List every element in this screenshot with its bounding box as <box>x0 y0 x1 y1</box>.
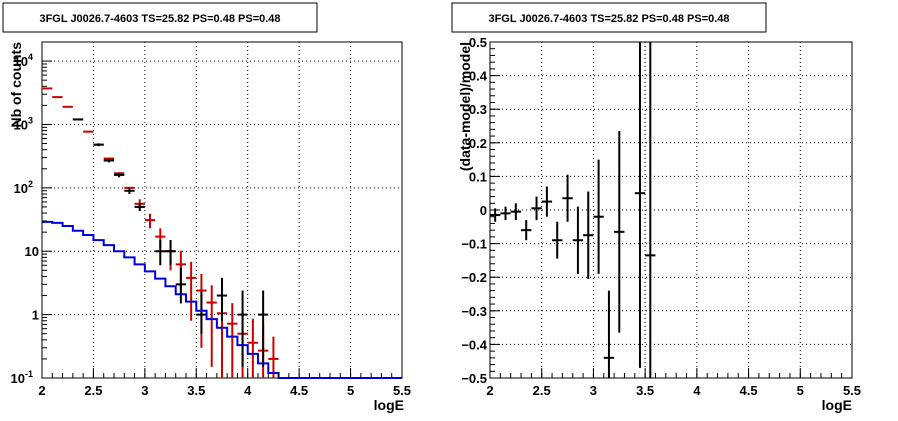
data-point <box>186 261 197 321</box>
y-tick-label: 0.5 <box>469 35 487 50</box>
data-point <box>247 318 258 378</box>
y-tick-base: 10 <box>14 117 28 132</box>
data-point <box>114 172 125 178</box>
counts-x-label: logE <box>374 397 404 413</box>
data-point <box>521 220 532 241</box>
residuals-x-label: logE <box>822 397 852 413</box>
counts-marks <box>42 87 402 379</box>
data-point <box>155 240 166 266</box>
residuals-title-box <box>451 2 767 33</box>
x-tick-label: 3.5 <box>187 383 205 398</box>
counts-y-label: Nb of counts <box>8 42 24 128</box>
data-point <box>500 206 511 221</box>
y-tick-exp: 2 <box>28 179 33 189</box>
x-tick-label: 5.5 <box>843 383 861 398</box>
data-point <box>541 186 553 217</box>
x-tick-label: 4.5 <box>740 383 758 398</box>
x-tick-label: 2 <box>486 383 493 398</box>
x-tick-label: 5 <box>347 383 354 398</box>
model-step-line <box>42 220 402 379</box>
x-tick-label: 5.5 <box>393 383 411 398</box>
data-point <box>175 267 186 304</box>
x-tick-label: 2.5 <box>533 383 551 398</box>
y-tick-label: 103 <box>14 115 33 132</box>
data-point <box>103 158 114 163</box>
residuals-panel: 3FGL J0026.7-4603 TS=25.82 PS=0.48 PS=0.… <box>451 2 861 413</box>
y-tick-base: 10 <box>14 54 28 69</box>
data-point <box>634 42 646 368</box>
data-point <box>237 290 248 367</box>
data-point <box>510 203 522 221</box>
data-point <box>216 277 228 321</box>
data-point <box>134 203 145 212</box>
y-tick-label: 104 <box>14 52 33 69</box>
data-point <box>196 291 207 334</box>
y-tick-label: 102 <box>14 179 33 196</box>
data-point <box>490 208 501 222</box>
y-tick-label: 1 <box>32 308 39 323</box>
residuals-y-label: (data-model)/model <box>457 42 473 171</box>
data-point <box>614 131 625 333</box>
y-tick-exp: -1 <box>25 369 33 379</box>
residuals-title: 3FGL J0026.7-4603 TS=25.82 PS=0.48 PS=0.… <box>488 13 729 25</box>
y-tick-base: 10 <box>14 181 28 196</box>
counts-grid <box>42 42 402 378</box>
x-tick-label: 4.5 <box>290 383 308 398</box>
x-tick-label: 3 <box>141 383 148 398</box>
y-tick-label: −0.5 <box>461 371 487 386</box>
data-point <box>552 221 563 259</box>
counts-title-box <box>2 2 318 33</box>
y-tick-base: 10 <box>11 371 25 386</box>
data-point <box>603 290 615 378</box>
data-point <box>165 240 176 266</box>
x-tick-label: 2 <box>38 383 45 398</box>
data-point <box>268 336 279 378</box>
y-tick-label: 0 <box>480 203 487 218</box>
y-tick-label: −0.1 <box>461 237 487 252</box>
residuals-y-ticks: −0.5 −0.4 −0.3 −0.2 −0.1 0 0.1 0.2 0.3 0.4 0.5 <box>461 35 500 386</box>
y-tick-label: 10 <box>25 244 39 259</box>
data-point <box>531 196 542 221</box>
data-point <box>93 143 104 147</box>
data-point <box>258 290 269 367</box>
counts-panel: 3FGL J0026.7-4603 TS=25.82 PS=0.48 PS=0.… <box>2 2 411 413</box>
y-tick-label: −0.2 <box>461 270 487 285</box>
y-tick-label: 0.2 <box>469 136 487 151</box>
data-point <box>72 118 84 121</box>
data-point <box>206 285 217 367</box>
data-point <box>645 42 656 378</box>
y-tick-label: −0.3 <box>461 304 487 319</box>
residuals-marks <box>490 42 656 378</box>
residuals-x-ticks: 2 2.5 3 3.5 4 4.5 5 5.5 <box>486 368 861 398</box>
x-tick-label: 3 <box>590 383 597 398</box>
y-tick-exp: 3 <box>28 115 33 125</box>
x-tick-label: 4 <box>693 383 701 398</box>
data-point <box>144 213 156 229</box>
y-tick-label: 10-1 <box>11 369 33 386</box>
data-point <box>583 191 594 279</box>
x-tick-label: 3.5 <box>636 383 654 398</box>
x-tick-label: 2.5 <box>84 383 102 398</box>
data-point <box>562 174 573 222</box>
y-tick-label: 0.1 <box>469 169 487 184</box>
x-tick-label: 5 <box>797 383 804 398</box>
y-tick-label: 0.4 <box>469 69 488 84</box>
y-tick-exp: 4 <box>28 52 33 62</box>
data-point <box>593 159 604 274</box>
x-tick-label: 4 <box>244 383 252 398</box>
y-tick-label: −0.4 <box>461 337 487 352</box>
counts-title: 3FGL J0026.7-4603 TS=25.82 PS=0.48 PS=0.… <box>39 13 280 25</box>
data-point <box>227 303 238 378</box>
counts-x-ticks: 2 2.5 3 3.5 4 4.5 5 5.5 <box>38 368 411 398</box>
data-point <box>572 206 584 274</box>
y-tick-label: 0.3 <box>469 102 487 117</box>
data-point <box>124 187 135 194</box>
residuals-grid <box>490 42 852 378</box>
